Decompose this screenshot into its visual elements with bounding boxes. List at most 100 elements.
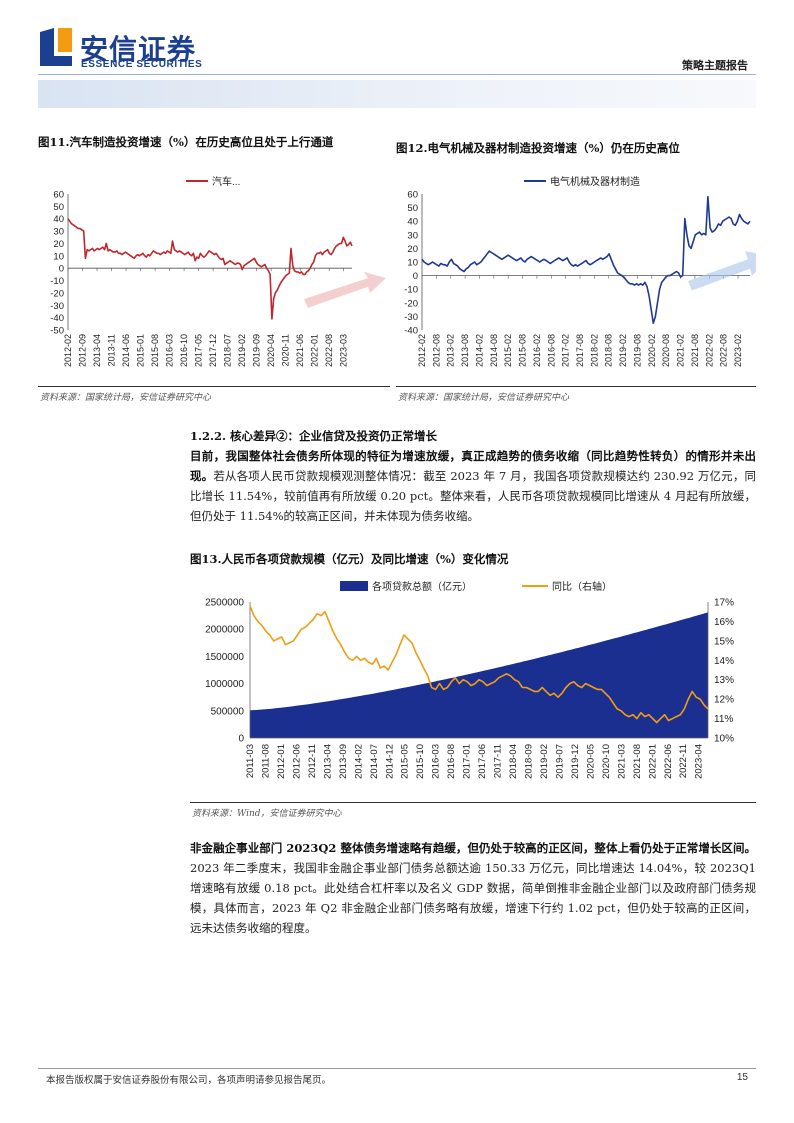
y-tick-label: -40 (404, 326, 418, 337)
fig12-source: 资料来源：国家统计局，安信证券研究中心 (398, 393, 570, 403)
x-tick-label: 2022-08 (719, 334, 729, 367)
x-tick-label: 2013-04 (322, 744, 333, 779)
legend-label: 电气机械及器材制造 (550, 175, 640, 188)
x-tick-label: 2017-06 (477, 744, 488, 779)
y-tick-label: 30 (407, 230, 418, 241)
x-tick-label: 2019-09 (252, 334, 262, 367)
x-tick-label: 2014-02 (353, 744, 364, 779)
x-tick-label: 2017-08 (575, 334, 585, 367)
x-tick-label: 2020-05 (585, 744, 596, 779)
x-tick-label: 2020-02 (647, 334, 657, 367)
x-tick-label: 2020-08 (661, 334, 671, 367)
footer-disclaimer: 本报告版权属于安信证券股份有限公司，各项声明请参见报告尾页。 (46, 1075, 332, 1086)
series-line (421, 195, 751, 324)
x-tick-label: 2014-08 (489, 334, 499, 367)
header-rule (38, 74, 756, 75)
x-tick-label: 2022-06 (663, 744, 674, 779)
x-tick-label: 2014-06 (121, 334, 131, 367)
x-tick-label: 2023-02 (733, 334, 743, 367)
x-tick-label: 2020-11 (281, 334, 291, 366)
fig13-title: 图13.人民币各项贷款规模（亿元）及同比增速（%）变化情况 (190, 552, 509, 566)
document-type: 策略主题报告 (682, 59, 748, 72)
x-tick-label: 2014-12 (384, 744, 395, 779)
x-tick-label: 2017-02 (561, 334, 571, 367)
legend-swatch-area (340, 581, 368, 591)
x-tick-label: 2013-04 (92, 334, 102, 367)
right-y-tick-label: 11% (714, 714, 733, 725)
trend-arrow-icon (304, 271, 386, 308)
series-line (67, 218, 353, 320)
x-tick-label: 2012-02 (417, 334, 427, 367)
y-tick-label: 20 (53, 239, 64, 250)
fig12-title: 图12.电气机械及器材制造投资增速（%）仍在历史高位 (396, 141, 680, 155)
page-number: 15 (736, 1072, 748, 1083)
header-band (38, 80, 756, 108)
y-tick-label: -20 (404, 298, 418, 309)
x-tick-label: 2022-01 (310, 334, 320, 367)
legend-label: 汽车... (212, 175, 240, 188)
y-tick-label: -50 (50, 326, 64, 337)
y-tick-label: 60 (53, 190, 64, 201)
logo-icon (40, 28, 72, 66)
x-tick-label: 2016-03 (431, 744, 442, 779)
x-tick-label: 2016-08 (546, 334, 556, 367)
y-tick-label: -20 (50, 288, 64, 299)
x-tick-label: 2015-01 (136, 334, 146, 367)
x-tick-label: 2019-02 (237, 334, 247, 367)
y-tick-label: 50 (53, 202, 64, 213)
x-tick-label: 2021-08 (690, 334, 700, 367)
fig12-chart: 电气机械及器材制造6050403020100-10-20-30-402012-0… (404, 175, 756, 367)
x-tick-label: 2018-07 (223, 334, 233, 367)
right-y-tick-label: 12% (714, 695, 734, 706)
x-tick-label: 2019-02 (618, 334, 628, 367)
right-y-tick-label: 14% (714, 656, 734, 667)
x-tick-label: 2022-01 (647, 744, 658, 779)
x-tick-label: 2018-04 (508, 744, 519, 779)
fig12-source-rule (396, 386, 756, 387)
x-tick-label: 2019-08 (632, 334, 642, 367)
x-tick-label: 2020-10 (601, 744, 612, 779)
x-tick-label: 2017-01 (462, 744, 473, 779)
y-tick-label: 0 (413, 271, 418, 282)
x-tick-label: 2012-11 (307, 744, 318, 778)
logo-text: 安信证券 (80, 33, 197, 66)
x-tick-label: 2011-08 (260, 744, 271, 778)
x-tick-label: 2018-02 (589, 334, 599, 367)
x-tick-label: 2013-09 (338, 744, 349, 779)
x-tick-label: 2017-11 (493, 744, 504, 778)
x-tick-label: 2019-02 (539, 744, 550, 779)
x-tick-label: 2020-04 (266, 334, 276, 367)
x-tick-label: 2014-07 (369, 744, 380, 779)
x-tick-label: 2011-03 (245, 744, 256, 778)
section-heading: 1.2.2. 核心差异②：企业信贷及投资仍正常增长 (190, 429, 438, 443)
x-tick-label: 2014-02 (474, 334, 484, 367)
y-tick-label: 40 (53, 214, 64, 225)
x-tick-label: 2016-03 (165, 334, 175, 367)
x-tick-label: 2023-03 (339, 334, 349, 367)
x-tick-label: 2023-04 (694, 744, 705, 779)
x-tick-label: 2019-12 (570, 744, 581, 779)
x-tick-label: 2013-02 (446, 334, 456, 367)
fig13-source: 资料来源：Wind，安信证券研究中心 (192, 809, 342, 819)
series-line (249, 605, 709, 724)
x-tick-label: 2013-08 (460, 334, 470, 367)
left-y-tick-label: 500000 (211, 706, 245, 717)
right-y-tick-label: 15% (714, 636, 734, 647)
y-tick-label: 60 (407, 190, 418, 201)
x-tick-label: 2013-11 (107, 334, 117, 366)
paragraph-2-body: 2023 年二季度末，我国非金融企事业部门债务总额达逾 150.33 万亿元，同… (190, 861, 756, 935)
x-tick-label: 2016-08 (446, 744, 457, 779)
right-y-tick-label: 16% (714, 617, 734, 628)
right-y-tick-label: 10% (714, 734, 734, 745)
logo-english: ESSENCE SECURITIES (81, 59, 203, 70)
x-tick-label: 2015-08 (150, 334, 160, 367)
right-y-tick-label: 13% (714, 675, 734, 686)
y-tick-label: 50 (407, 203, 418, 214)
fig13-source-rule (190, 802, 756, 803)
y-tick-label: 0 (59, 264, 64, 275)
x-tick-label: 2016-10 (179, 334, 189, 367)
y-tick-label: -40 (50, 313, 64, 324)
left-y-tick-label: 1500000 (205, 652, 244, 663)
series-area (250, 612, 708, 738)
